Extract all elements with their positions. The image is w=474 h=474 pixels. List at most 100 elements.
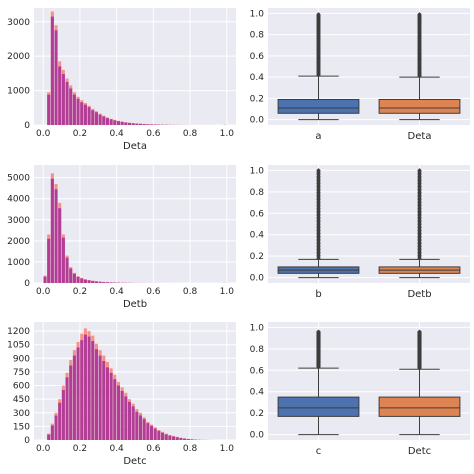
histogram-bar [58,208,62,283]
histogram-bar [109,282,113,283]
y-tick-label: 0.6 [250,209,265,219]
histogram-bar [94,281,98,283]
y-tick-label: 0.0 [250,431,265,441]
histogram-bar [65,257,69,283]
x-tick-label: c [316,446,322,457]
histogram-bar [87,280,91,283]
histogram-bar [50,16,54,125]
histogram-bar [76,98,80,125]
histogram-bar [149,124,154,125]
x-tick-label: 1.0 [220,287,235,297]
y-tick-label: 300 [13,409,30,419]
histogram-bar [91,110,95,125]
histogram-bar [69,268,73,283]
x-tick-label: Detc [408,446,431,457]
x-tick-label: 0.2 [73,444,87,454]
outlier-marker [417,12,422,17]
y-tick-label: 0.4 [250,231,265,241]
histogram-bar [124,396,128,440]
histogram-bar [105,282,109,283]
box [378,396,461,417]
histogram-bar [161,432,165,440]
y-tick-label: 0.6 [250,366,265,376]
x-tick-label: 0.2 [73,129,87,139]
x-tick-label: 1.0 [220,129,235,139]
histogram-bar [190,439,194,440]
x-tick-label: 0.4 [109,444,124,454]
y-tick-label: 150 [13,422,30,432]
y-tick-label: 0.0 [250,274,265,284]
histogram-bar [87,336,91,440]
histogram-bar [83,104,87,125]
y-tick-label: 1000 [7,87,30,97]
histogram-bar [58,402,62,440]
x-tick-label: b [315,289,321,300]
histogram-bar [168,435,172,440]
x-axis-label: Deta [123,141,147,152]
histogram-bar [109,372,113,440]
histogram-bar [65,81,69,125]
histogram-bar [113,120,117,125]
histogram-bar [54,30,58,126]
histogram-bar [80,340,84,440]
x-tick-label: 0.0 [36,129,51,139]
x-axis-label: Detc [123,456,146,467]
histogram-bar [72,94,76,125]
histogram-bar [69,365,73,440]
y-tick-label: 0.8 [250,345,265,355]
histogram-bar [76,276,80,283]
histogram-bar [83,334,87,440]
histogram-bar [142,419,146,440]
histogram-bar [94,112,98,125]
plot-area-6 [268,322,470,440]
histogram-bar [179,438,183,440]
histogram-bar [116,121,121,125]
histogram-bar [135,123,139,125]
histogram-bar [43,276,47,283]
histogram-bar [146,124,150,125]
y-tick-label: 5000 [7,174,30,184]
y-tick-label: 0.2 [250,252,264,262]
histogram-bar [172,436,176,440]
histogram-bar [105,118,109,125]
histogram-bar [98,114,102,125]
y-tick-label: 1.0 [250,9,265,19]
histogram-bar [124,122,128,125]
x-tick-label: 0.8 [183,287,198,297]
histogram-bar [91,280,95,283]
histogram-bar [72,273,76,283]
histogram-bar [87,107,91,125]
y-tick-label: 2000 [7,237,30,247]
y-tick-label: 0 [24,121,30,131]
histogram-bar [72,355,76,440]
y-tick-label: 0.4 [250,388,265,398]
y-tick-label: 2000 [7,52,30,62]
outlier-marker [316,168,321,173]
histogram-bar [102,361,106,440]
histogram-bar [83,279,87,283]
histogram-bar [113,379,117,440]
outlier-marker [316,12,321,17]
histogram-bar [47,94,51,125]
histogram-bar [102,282,106,283]
histogram-bar [98,281,102,283]
outlier-marker [417,168,422,173]
box [378,98,461,114]
y-tick-label: 3000 [7,216,30,226]
histogram-bar [61,237,65,283]
histogram-bar [58,66,62,125]
x-tick-label: Detb [407,289,431,300]
histogram-bar [61,390,65,440]
histogram-bar [54,415,58,440]
histogram-bar [186,439,190,440]
histogram-bar [65,377,69,440]
histogram-bar [116,385,121,440]
box [277,98,360,114]
y-tick-label: 1.0 [250,323,265,333]
y-tick-label: 450 [13,395,30,405]
box [277,396,360,417]
histogram-bar [131,123,135,125]
x-tick-label: 0.0 [36,287,51,297]
histogram-bar [175,437,179,440]
histogram-bar [47,238,51,283]
